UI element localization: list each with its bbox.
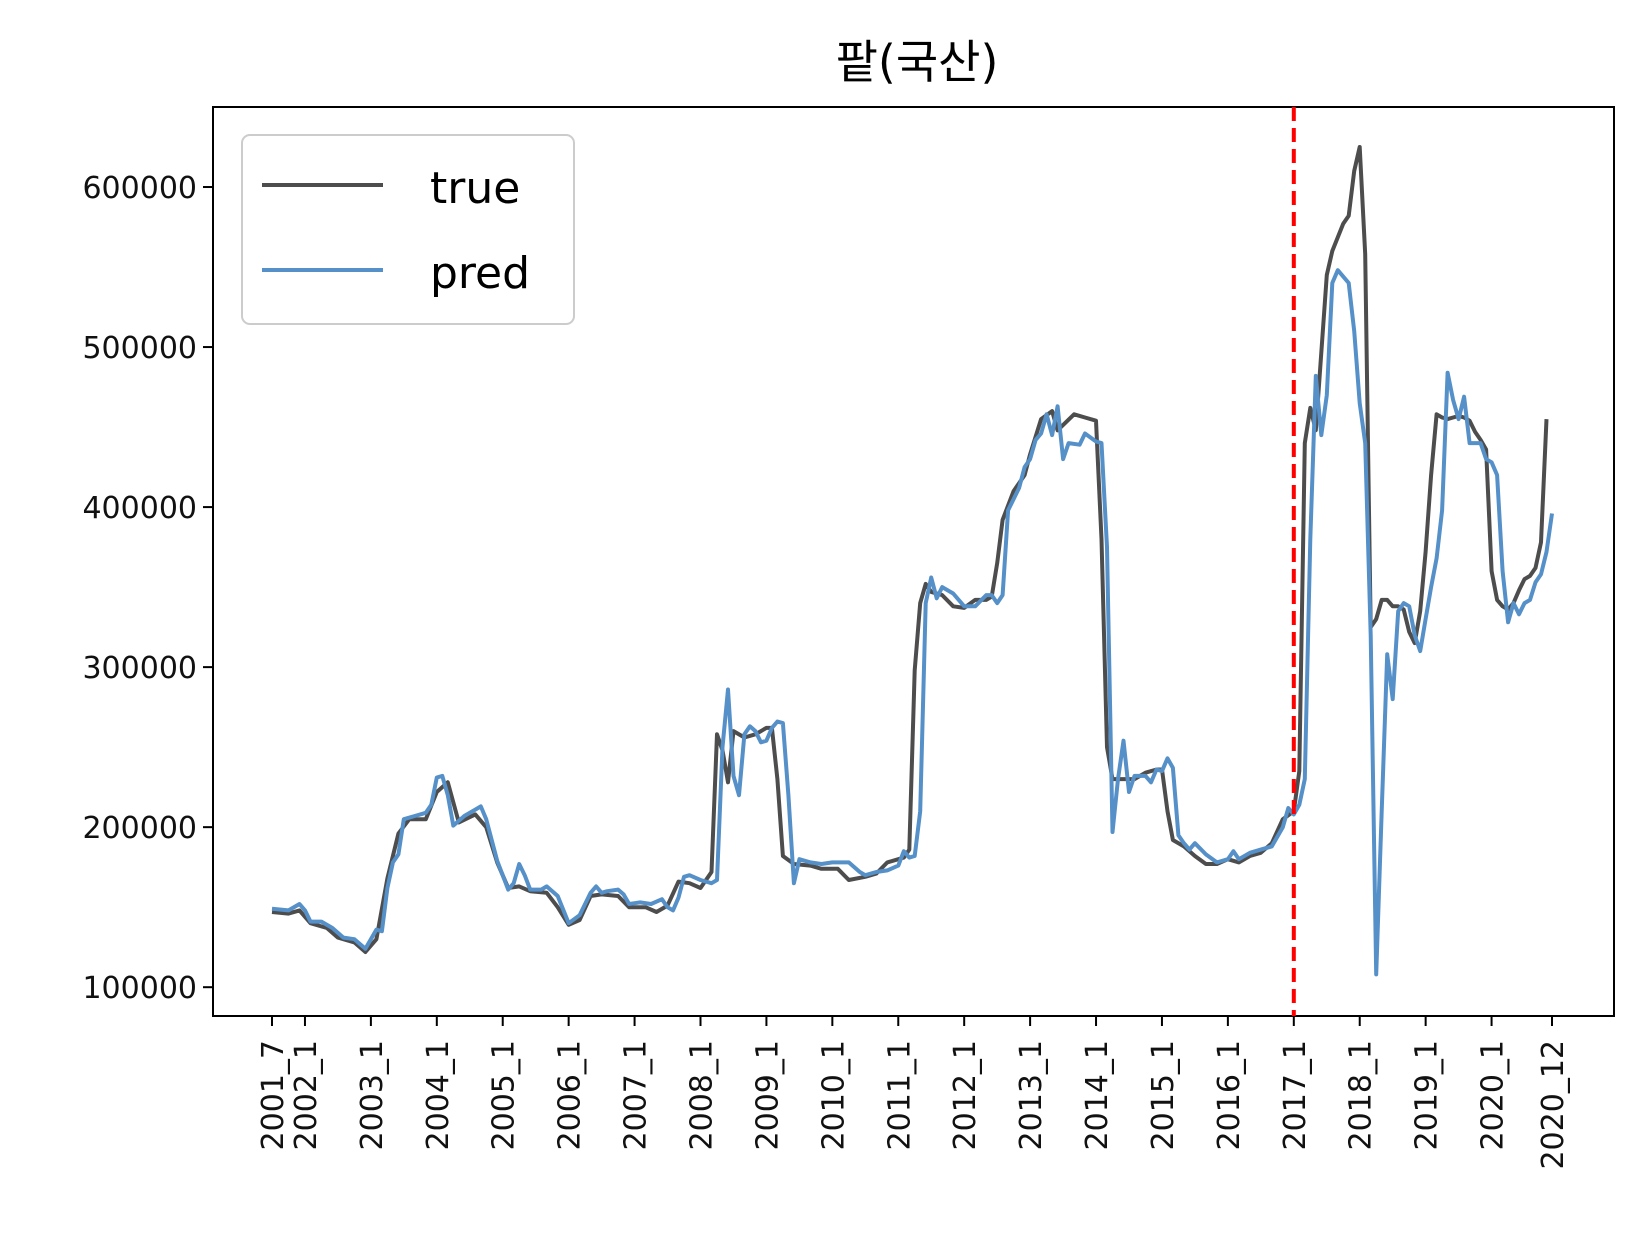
x-tick-label: 2010_1 [816,1040,851,1150]
x-tick-label: 2006_1 [553,1040,588,1150]
x-tick-label: 2012_1 [948,1040,983,1150]
y-tick-label: 200000 [82,811,197,846]
y-axis-ticks: 100000 200000 300000 400000 500000 600000 [82,171,213,1006]
x-tick-label: 2018_1 [1344,1040,1379,1150]
x-tick-label: 2014_1 [1080,1040,1115,1150]
x-tick-label: 2002_1 [289,1040,324,1150]
y-tick-label: 300000 [82,651,197,686]
x-tick-label: 2001_7 [256,1040,291,1150]
legend-box [241,134,575,325]
x-tick-label: 2005_1 [487,1040,522,1150]
legend-label-pred: pred [430,248,530,299]
x-tick-label: 2020_12 [1536,1040,1571,1170]
x-tick-label: 2019_1 [1410,1040,1445,1150]
x-tick-label: 2020_1 [1476,1040,1511,1150]
y-tick-label: 600000 [82,171,197,206]
series-line-pred [271,268,1554,977]
x-tick-label: 2003_1 [355,1040,390,1150]
x-tick-label: 2013_1 [1014,1040,1049,1150]
y-tick-label: 100000 [82,971,197,1006]
x-tick-label: 2016_1 [1212,1040,1247,1150]
x-tick-label: 2015_1 [1146,1040,1181,1150]
y-tick-label: 500000 [82,331,197,366]
chart-title: 팥(국산) [836,35,999,89]
x-tick-label: 2009_1 [750,1040,785,1150]
series-layer [271,145,1554,977]
legend: true pred [241,134,575,325]
x-tick-label: 2017_1 [1278,1040,1313,1150]
x-tick-label: 2007_1 [619,1040,654,1150]
x-tick-label: 2008_1 [684,1040,719,1150]
legend-label-true: true [430,163,520,214]
x-tick-label: 2004_1 [421,1040,456,1150]
x-tick-label: 2011_1 [882,1040,917,1150]
y-tick-label: 400000 [82,491,197,526]
